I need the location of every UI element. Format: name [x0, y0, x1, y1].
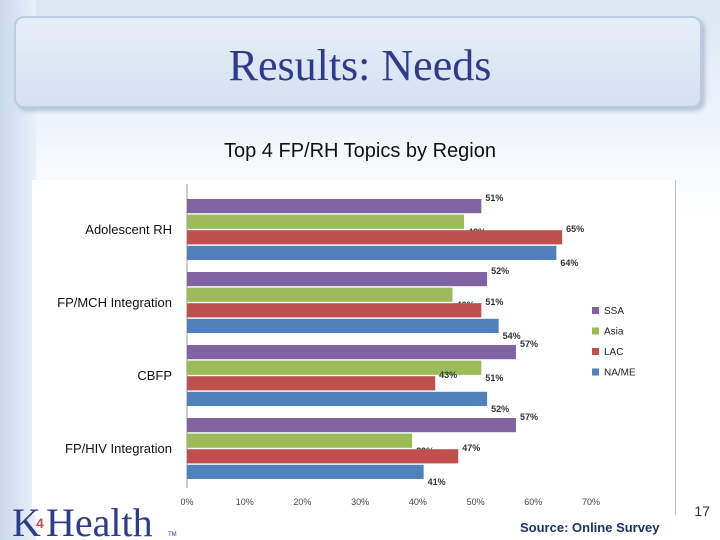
- data-label: 65%: [566, 224, 584, 234]
- data-label: 64%: [560, 258, 578, 268]
- svg-text:TM: TM: [168, 532, 177, 538]
- page-number: 17: [694, 503, 710, 519]
- legend-swatch: [592, 368, 599, 376]
- bar-na-me: [187, 245, 557, 260]
- data-label: 51%: [485, 373, 503, 383]
- data-label: 54%: [503, 331, 521, 341]
- x-tick-label: 50%: [467, 497, 485, 507]
- data-label: 43%: [439, 370, 457, 380]
- svg-text:Health: Health: [46, 500, 153, 540]
- category-label: FP/MCH Integration: [57, 295, 172, 310]
- legend-swatch: [592, 307, 599, 314]
- data-label: 47%: [462, 443, 480, 453]
- bar-asia: [187, 360, 482, 375]
- bar-lac: [187, 230, 563, 245]
- data-label: 57%: [520, 339, 538, 349]
- bar-asia: [187, 287, 453, 302]
- bar-lac: [187, 303, 482, 318]
- x-tick-label: 10%: [236, 497, 254, 507]
- legend-label: NA/ME: [604, 368, 636, 379]
- slide-title: Results: Needs: [228, 41, 492, 90]
- bar-ssa: [187, 418, 516, 433]
- x-tick-label: 60%: [524, 497, 542, 507]
- bar-lac: [187, 376, 436, 391]
- svg-text:4: 4: [36, 515, 44, 531]
- data-label: 51%: [485, 193, 503, 203]
- legend-swatch: [592, 327, 599, 335]
- source-note: Source: Online Survey: [520, 520, 660, 535]
- data-label: 51%: [485, 297, 503, 307]
- legend-label: LAC: [604, 347, 623, 358]
- category-label: Adolescent RH: [85, 222, 172, 237]
- bar-na-me: [187, 318, 499, 333]
- data-label: 41%: [428, 477, 446, 487]
- data-label: 52%: [491, 266, 509, 276]
- category-label: FP/HIV Integration: [65, 441, 172, 456]
- category-label: CBFP: [137, 368, 172, 383]
- data-label: 57%: [520, 412, 538, 422]
- x-tick-label: 0%: [180, 497, 193, 507]
- bar-asia: [187, 433, 413, 448]
- bar-ssa: [187, 272, 488, 287]
- title-banner: [14, 16, 702, 108]
- x-tick-label: 20%: [293, 497, 311, 507]
- legend-swatch: [592, 348, 599, 355]
- svg-text:K: K: [12, 500, 41, 540]
- bar-asia: [187, 214, 465, 229]
- data-label: 52%: [491, 404, 509, 414]
- bar-na-me: [187, 464, 424, 479]
- legend-label: SSA: [604, 306, 624, 317]
- x-tick-label: 30%: [351, 497, 369, 507]
- chart-title: Top 4 FP/RH Topics by Region: [224, 140, 496, 162]
- bar-ssa: [187, 199, 482, 214]
- bar-na-me: [187, 391, 488, 406]
- bar-lac: [187, 449, 459, 464]
- k4health-logo: K 4 Health TM: [12, 500, 177, 540]
- x-tick-label: 70%: [582, 497, 600, 507]
- bar-ssa: [187, 345, 516, 360]
- legend-label: Asia: [604, 327, 624, 338]
- x-tick-label: 40%: [409, 497, 427, 507]
